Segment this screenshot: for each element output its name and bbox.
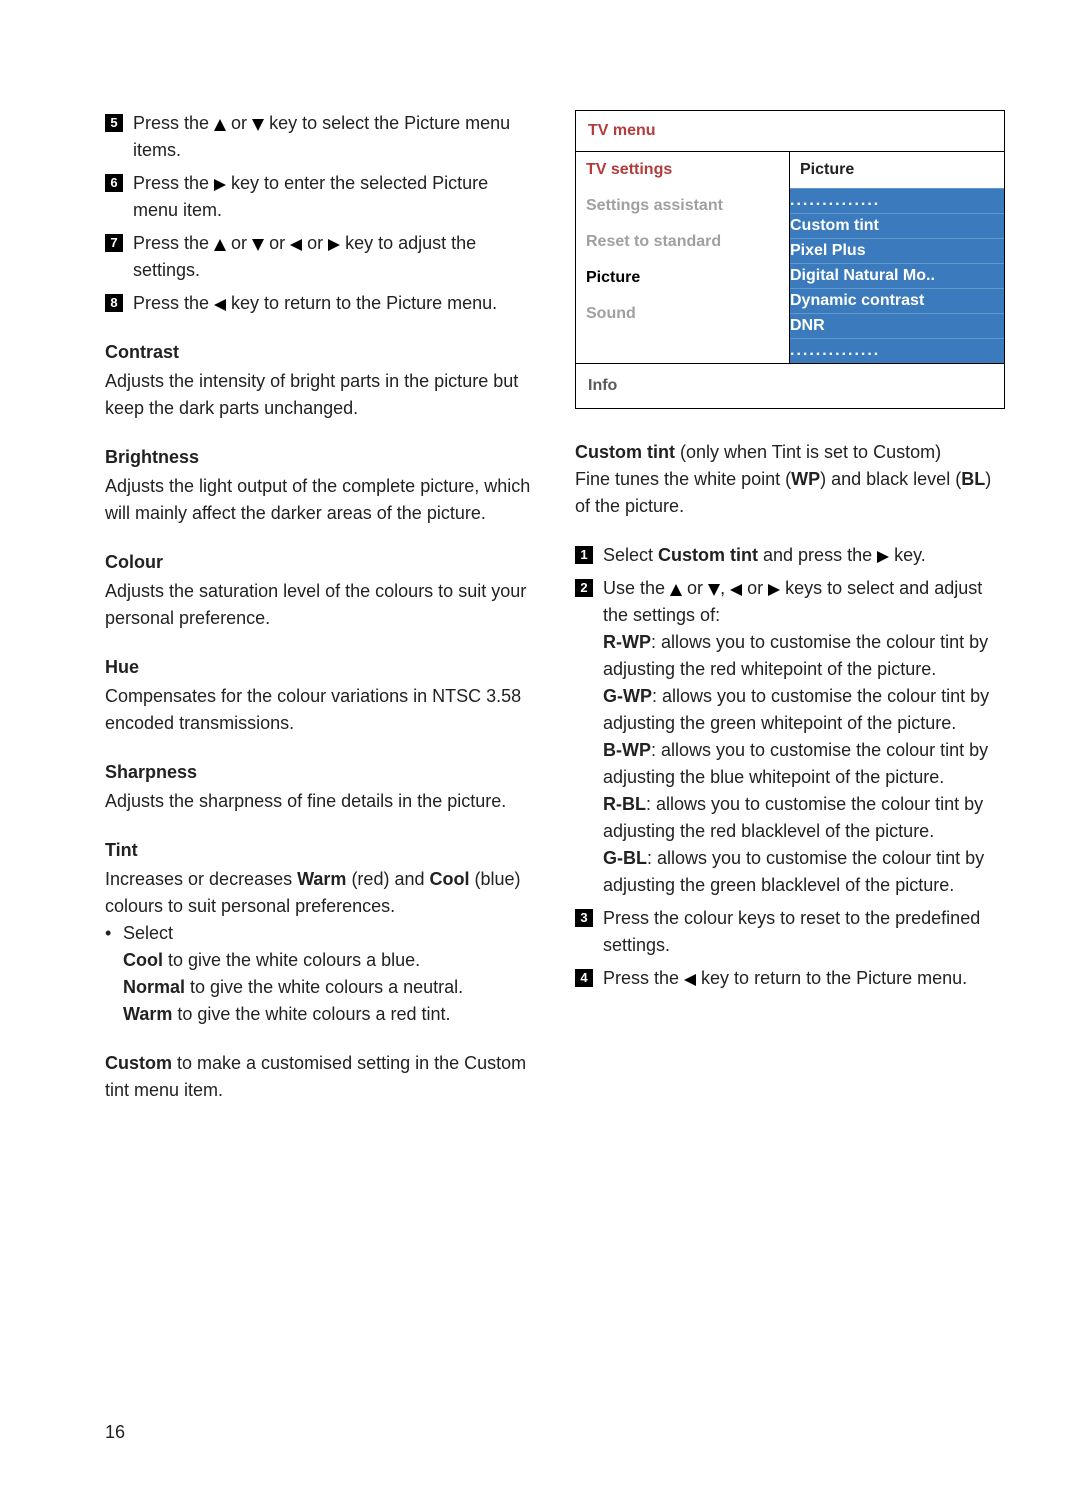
tvmenu-left-item[interactable]: Settings assistant: [576, 188, 789, 224]
tvmenu-left-item[interactable]: Sound: [576, 296, 789, 332]
left-column: 5 Press the or key to select the Picture…: [105, 110, 535, 1104]
hue-title: Hue: [105, 654, 535, 681]
page-number: 16: [105, 1419, 125, 1446]
brightness-title: Brightness: [105, 444, 535, 471]
triangle-up-icon: [214, 119, 226, 131]
colour-title: Colour: [105, 549, 535, 576]
contrast-body: Adjusts the intensity of bright parts in…: [105, 368, 535, 422]
sharpness-body: Adjusts the sharpness of fine details in…: [105, 788, 535, 815]
triangle-left-icon: [684, 974, 696, 986]
triangle-down-icon: [252, 119, 264, 131]
left-step-5: 5 Press the or key to select the Picture…: [105, 110, 535, 164]
triangle-right-icon: [877, 551, 889, 563]
colour-body: Adjusts the saturation level of the colo…: [105, 578, 535, 632]
triangle-left-icon: [290, 239, 302, 251]
right-step-2: 2 Use the or , or keys to select and adj…: [575, 575, 1005, 899]
tv-menu-panel: TV menu TV settingsSettings assistantRes…: [575, 110, 1005, 409]
triangle-down-icon: [708, 584, 720, 596]
tvmenu-right-item[interactable]: Digital Natural Mo..: [790, 263, 1004, 288]
tvmenu-left-item[interactable]: Reset to standard: [576, 224, 789, 260]
tvmenu-left-item[interactable]: TV settings: [576, 152, 789, 188]
tv-menu-info: Info: [576, 363, 1004, 408]
triangle-up-icon: [670, 584, 682, 596]
tv-menu-title: TV menu: [576, 111, 1004, 151]
tint-cool-line: Cool to give the white colours a blue.: [105, 947, 535, 974]
tvmenu-right-item[interactable]: DNR: [790, 313, 1004, 338]
left-step-7: 7 Press the or or or key to adjust the s…: [105, 230, 535, 284]
tvmenu-right-item[interactable]: ..............: [790, 338, 1004, 363]
section-contrast: Contrast Adjusts the intensity of bright…: [105, 339, 535, 422]
section-brightness: Brightness Adjusts the light output of t…: [105, 444, 535, 527]
section-custom: Custom to make a customised setting in t…: [105, 1050, 535, 1104]
triangle-down-icon: [252, 239, 264, 251]
tint-warm-line: Warm to give the white colours a red tin…: [105, 1001, 535, 1028]
step-badge-1: 1: [575, 546, 593, 564]
hue-body: Compensates for the colour variations in…: [105, 683, 535, 737]
sharpness-title: Sharpness: [105, 759, 535, 786]
triangle-up-icon: [214, 239, 226, 251]
step-badge-2: 2: [575, 579, 593, 597]
tvmenu-right-item[interactable]: Pixel Plus: [790, 238, 1004, 263]
section-hue: Hue Compensates for the colour variation…: [105, 654, 535, 737]
tint-normal-line: Normal to give the white colours a neutr…: [105, 974, 535, 1001]
right-step-3: 3 Press the colour keys to reset to the …: [575, 905, 1005, 959]
step-badge-5: 5: [105, 114, 123, 132]
tvmenu-right-item[interactable]: Custom tint: [790, 213, 1004, 238]
tvmenu-right-header: Picture: [790, 152, 1004, 188]
triangle-right-icon: [214, 179, 226, 191]
custom-tint-heading: Custom tint (only when Tint is set to Cu…: [575, 439, 1005, 466]
tint-intro: Increases or decreases Warm (red) and Co…: [105, 866, 535, 920]
triangle-right-icon: [768, 584, 780, 596]
step-badge-4: 4: [575, 969, 593, 987]
step-badge-3: 3: [575, 909, 593, 927]
section-tint: Tint Increases or decreases Warm (red) a…: [105, 837, 535, 1028]
triangle-left-icon: [214, 299, 226, 311]
tvmenu-right-item[interactable]: Dynamic contrast: [790, 288, 1004, 313]
left-step-8: 8 Press the key to return to the Picture…: [105, 290, 535, 317]
tvmenu-left-item[interactable]: Picture: [576, 260, 789, 296]
right-step-4: 4 Press the key to return to the Picture…: [575, 965, 1005, 992]
right-step-1: 1 Select Custom tint and press the key.: [575, 542, 1005, 569]
triangle-right-icon: [328, 239, 340, 251]
left-step-6: 6 Press the key to enter the selected Pi…: [105, 170, 535, 224]
tint-select-bullet: • Select: [105, 920, 535, 947]
step-badge-6: 6: [105, 174, 123, 192]
brightness-body: Adjusts the light output of the complete…: [105, 473, 535, 527]
tvmenu-right-item[interactable]: ..............: [790, 188, 1004, 213]
step-badge-8: 8: [105, 294, 123, 312]
section-colour: Colour Adjusts the saturation level of t…: [105, 549, 535, 632]
custom-tint-intro: Fine tunes the white point (WP) and blac…: [575, 466, 1005, 520]
step-badge-7: 7: [105, 234, 123, 252]
section-sharpness: Sharpness Adjusts the sharpness of fine …: [105, 759, 535, 815]
right-column: TV menu TV settingsSettings assistantRes…: [575, 110, 1005, 1104]
tint-title: Tint: [105, 837, 535, 864]
triangle-left-icon: [730, 584, 742, 596]
contrast-title: Contrast: [105, 339, 535, 366]
